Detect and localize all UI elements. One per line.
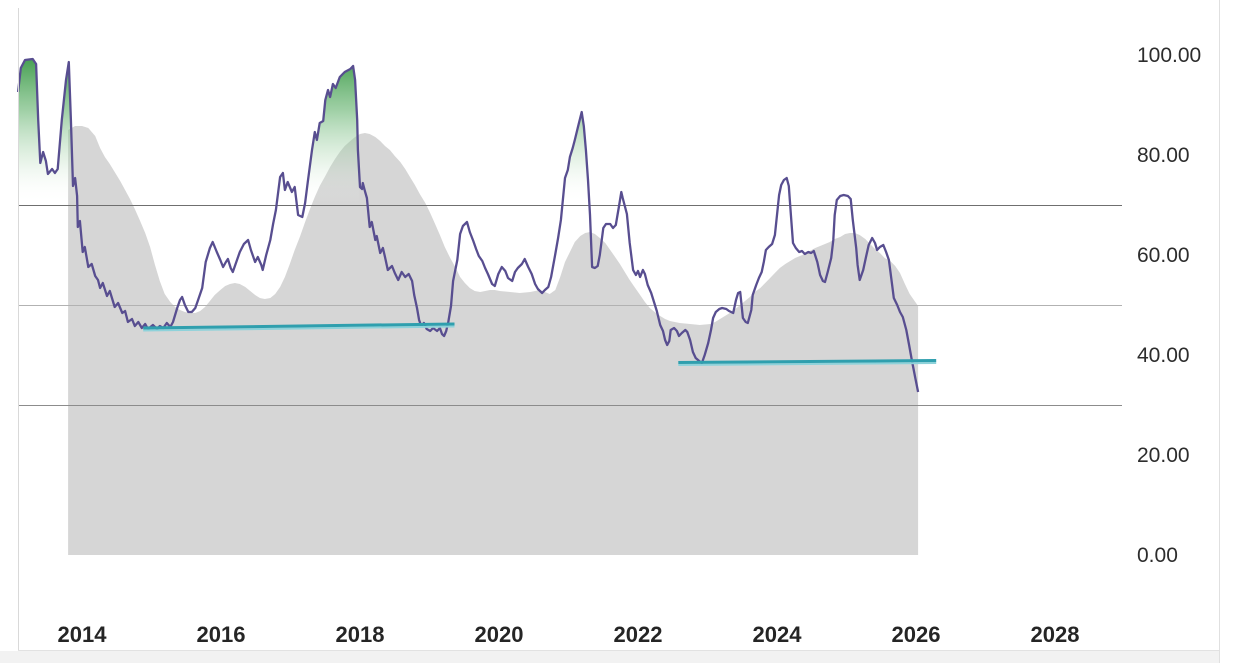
trendline-1[interactable] [143,322,455,330]
indicator-line-series [16,57,920,393]
overbought-fill-region-3 [562,112,590,205]
overbought-fill-region-1 [18,59,78,205]
y-tick-label-60: 60.00 [1137,244,1190,267]
smoothed-area-series [68,126,919,555]
x-tick-label-2022: 2022 [614,622,663,647]
x-tick-label-2026: 2026 [892,622,941,647]
axis-lines [18,0,1220,663]
y-axis-labels: 100.00 80.00 60.00 40.00 20.00 0.00 [1137,44,1201,567]
y-tick-label-80: 80.00 [1137,144,1190,167]
footer-strip [0,651,1219,663]
trendline-2-highlight [678,362,937,366]
y-tick-label-20: 20.00 [1137,444,1190,467]
overbought-fill-region-2 [276,173,297,205]
overbought-fill-region-2-2 [304,66,359,205]
indicator-line-path [16,57,920,393]
y-tick-label-100: 100.00 [1137,44,1201,67]
smoothed-area-path [68,126,919,555]
x-tick-label-2024: 2024 [753,622,803,647]
gridlines [18,205,1122,406]
overbought-fill-series [18,59,590,205]
x-tick-label-2018: 2018 [336,622,385,647]
x-tick-label-2028: 2028 [1031,622,1080,647]
x-tick-label-2016: 2016 [197,622,246,647]
x-axis-labels: 2014 2016 2018 2020 2022 2024 2026 2028 [58,622,1080,647]
trendline-2[interactable] [678,359,937,364]
x-tick-label-2014: 2014 [58,622,108,647]
x-tick-label-2020: 2020 [475,622,524,647]
footer-strip-rect [0,651,1219,663]
y-tick-label-0: 0.00 [1137,544,1178,567]
trendline-1-highlight [143,325,455,332]
y-tick-label-40: 40.00 [1137,344,1190,367]
trendlines [143,322,937,366]
